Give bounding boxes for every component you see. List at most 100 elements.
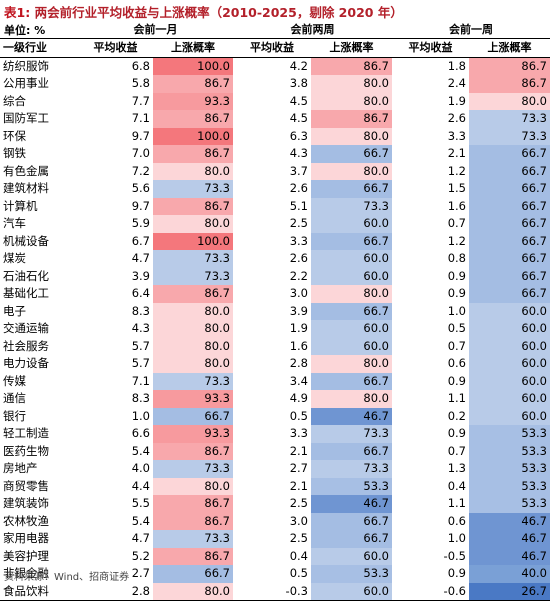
rise-probability-cell: 66.7 (311, 372, 392, 390)
rise-probability-cell: 73.3 (153, 460, 233, 478)
rise-probability-cell: 86.7 (153, 285, 233, 303)
avg-return-cell: 3.7 (289, 163, 308, 178)
table-row: 煤炭 4.7 73.3 2.6 60.0 0.8 66.7 (0, 250, 550, 268)
rise-probability-cell: 53.3 (469, 495, 550, 513)
rise-probability-cell: 80.0 (153, 477, 233, 495)
avg-return-cell: 1.6 (289, 338, 308, 353)
industry-name: 钢铁 (3, 146, 26, 160)
rise-probability-cell: 73.3 (153, 372, 233, 390)
avg-return-cell: 6.6 (131, 426, 150, 440)
avg-return-cell: 8.3 (131, 391, 150, 405)
avg-return-cell: 1.2 (447, 233, 466, 248)
avg-return-cell: 1.0 (447, 531, 466, 545)
rise-probability-cell: 60.0 (469, 390, 550, 408)
industry-name: 商贸零售 (3, 478, 49, 493)
avg-return-cell: 5.5 (131, 496, 150, 510)
industry-name: 社会服务 (3, 338, 49, 353)
industry-name: 交通运输 (3, 321, 49, 335)
rise-probability-cell: 46.7 (469, 547, 550, 565)
avg-return-cell: 2.5 (289, 496, 308, 510)
avg-return-cell: 9.7 (131, 128, 150, 143)
avg-return-cell: 2.6 (447, 111, 466, 125)
avg-return-cell: 7.1 (131, 373, 150, 388)
table-row: 商贸零售 4.4 80.0 2.1 53.3 0.4 53.3 (0, 477, 550, 495)
table-row: 环保 9.7 100.0 6.3 80.0 3.3 73.3 (0, 127, 550, 145)
avg-return-cell: 0.4 (289, 548, 308, 563)
rise-probability-cell: 46.7 (469, 530, 550, 548)
rise-probability-cell: 73.3 (469, 127, 550, 145)
rise-probability-cell: 66.7 (469, 232, 550, 250)
source-note: 资料来源：Wind、招商证券 (4, 572, 130, 583)
rise-probability-cell: 80.0 (469, 92, 550, 110)
avg-return-cell: 3.3 (289, 426, 308, 440)
rise-probability-cell: 66.7 (469, 250, 550, 268)
table-row: 通信 8.3 93.3 4.9 80.0 1.1 60.0 (0, 390, 550, 408)
avg-return-cell: 3.9 (289, 303, 308, 318)
avg-return-cell: 3.3 (447, 128, 466, 143)
column-header: 上涨概率 (329, 41, 374, 54)
industry-name: 综合 (3, 93, 26, 108)
industry-name: 煤炭 (3, 251, 26, 265)
rise-probability-cell: 66.7 (153, 407, 233, 425)
group-header-3: 会前一周 (449, 23, 493, 36)
rise-probability-cell: 66.7 (469, 267, 550, 285)
avg-return-cell: 7.7 (131, 93, 150, 108)
table-title-text: 两会前行业平均收益与上涨概率（2010-2025，剔除 2020 年） (34, 5, 403, 20)
avg-return-cell: 0.5 (289, 408, 308, 423)
avg-return-cell: 5.2 (131, 548, 150, 563)
rise-probability-cell: 86.7 (153, 110, 233, 128)
rise-probability-cell: 73.3 (311, 197, 392, 215)
rise-probability-cell: 73.3 (469, 110, 550, 128)
rise-probability-cell: 80.0 (311, 390, 392, 408)
avg-return-cell: 1.9 (289, 321, 308, 335)
industry-name: 通信 (3, 391, 26, 405)
table-row: 房地产 4.0 73.3 2.7 73.3 1.3 53.3 (0, 460, 550, 478)
rise-probability-cell: 80.0 (153, 302, 233, 320)
rise-probability-cell: 60.0 (311, 547, 392, 565)
table-row: 社会服务 5.7 80.0 1.6 60.0 0.7 60.0 (0, 337, 550, 355)
table-row: 国防军工 7.1 86.7 4.5 86.7 2.6 73.3 (0, 110, 550, 128)
avg-return-cell: 5.7 (131, 338, 150, 353)
avg-return-cell: 0.4 (447, 478, 466, 493)
rise-probability-cell: 66.7 (311, 180, 392, 198)
rise-probability-cell: 80.0 (311, 92, 392, 110)
table-row: 美容护理 5.2 86.7 0.4 60.0 -0.5 46.7 (0, 547, 550, 565)
industry-name: 基础化工 (3, 286, 49, 300)
rise-probability-cell: 86.7 (311, 110, 392, 128)
rise-probability-cell: 73.3 (311, 425, 392, 443)
avg-return-cell: 3.0 (289, 286, 308, 300)
rise-probability-cell: 86.7 (469, 57, 550, 75)
avg-return-cell: 2.7 (131, 566, 150, 580)
industry-name: 国防军工 (3, 111, 49, 125)
rise-probability-cell: 60.0 (311, 215, 392, 233)
avg-return-cell: 3.0 (289, 513, 308, 528)
group-header-2: 会前两周 (290, 23, 335, 36)
avg-return-cell: 0.9 (447, 268, 466, 283)
avg-return-cell: 4.3 (131, 321, 150, 335)
rise-probability-cell: 66.7 (311, 302, 392, 320)
rise-probability-cell: 93.3 (153, 92, 233, 110)
rise-probability-cell: 66.7 (469, 285, 550, 303)
avg-return-cell: -0.5 (443, 548, 466, 563)
table-row: 综合 7.7 93.3 4.5 80.0 1.9 80.0 (0, 92, 550, 110)
rise-probability-cell: 53.3 (469, 460, 550, 478)
avg-return-cell: 1.0 (131, 408, 150, 423)
table-row: 家用电器 4.7 73.3 2.5 66.7 1.0 46.7 (0, 530, 550, 548)
rise-probability-cell: 80.0 (311, 127, 392, 145)
avg-return-cell: 0.7 (447, 443, 466, 458)
avg-return-cell: 2.5 (289, 216, 308, 230)
rise-probability-cell: 60.0 (469, 372, 550, 390)
rise-probability-cell: 60.0 (469, 337, 550, 355)
avg-return-cell: 1.5 (447, 181, 466, 195)
avg-return-cell: 4.5 (289, 93, 308, 108)
rise-probability-cell: 93.3 (153, 390, 233, 408)
industry-name: 电力设备 (3, 356, 49, 370)
table-row: 食品饮料 2.8 80.0 -0.3 60.0 -0.6 26.7 (0, 582, 550, 601)
rise-probability-cell: 66.7 (469, 197, 550, 215)
avg-return-cell: 5.1 (289, 198, 308, 213)
rise-probability-cell: 66.7 (311, 512, 392, 530)
avg-return-cell: 0.2 (447, 408, 466, 423)
rise-probability-cell: 60.0 (469, 407, 550, 425)
rise-probability-cell: 80.0 (311, 285, 392, 303)
column-header: 平均收益 (250, 41, 294, 54)
